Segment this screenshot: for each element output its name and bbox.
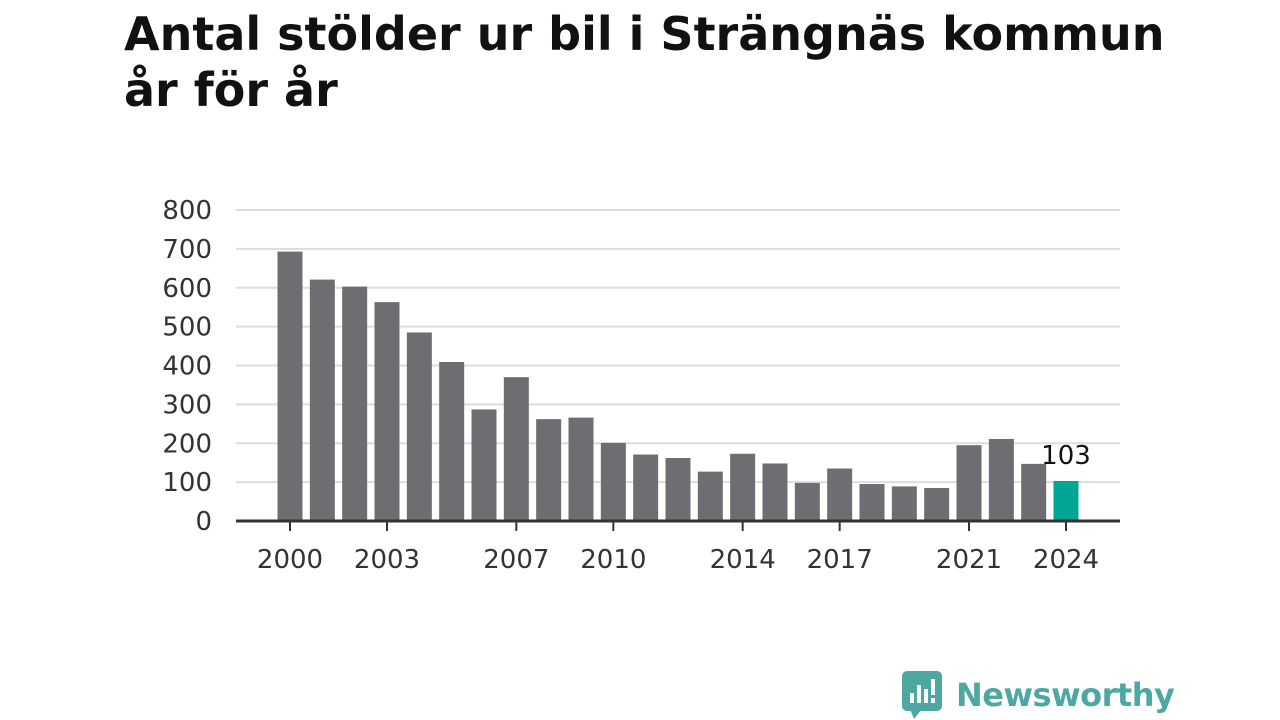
bar-2023 [1021, 463, 1047, 521]
newsworthy-logo: Newsworthy [902, 671, 1175, 719]
gridlines [236, 209, 1120, 484]
y-tick-label: 800 [162, 196, 212, 226]
x-tick-label: 2021 [936, 545, 1002, 575]
x-tick-label: 2014 [710, 545, 776, 575]
bar-2019 [891, 486, 917, 521]
chart-title: Antal stölder ur bil i Strängnäs kommun … [124, 7, 1165, 117]
y-tick-label: 100 [162, 468, 212, 498]
bar-2001 [309, 279, 335, 521]
x-tick-label: 2003 [354, 545, 420, 575]
brand-name: Newsworthy [956, 676, 1175, 714]
bar-2013 [697, 471, 723, 521]
y-tick-label: 0 [195, 507, 212, 537]
bar-2012 [665, 458, 691, 521]
bar-2016 [794, 482, 820, 521]
bar-2024 [1053, 480, 1079, 521]
bar-2005 [439, 362, 465, 521]
y-tick-label: 200 [162, 429, 212, 459]
data-labels: 103 [1041, 441, 1091, 471]
bar-2017 [827, 468, 853, 521]
x-tick-label: 2000 [257, 545, 323, 575]
bar-2011 [633, 454, 659, 521]
bar-2004 [406, 332, 432, 521]
bar-2018 [859, 484, 885, 521]
bar-2010 [600, 442, 626, 521]
bar-2007 [503, 377, 529, 521]
x-tick-label: 2024 [1033, 545, 1099, 575]
x-axis-ticks: 2000 2003 2007 2010 2014 2017 2021 2024 [257, 521, 1099, 575]
y-tick-label: 400 [162, 352, 212, 382]
data-label-highlight: 103 [1041, 441, 1091, 471]
y-axis-labels: 0 100 200 300 400 500 600 700 800 [162, 196, 212, 537]
bar-2015 [762, 463, 788, 521]
bar-2014 [730, 453, 756, 521]
y-tick-label: 300 [162, 390, 212, 420]
bar-2008 [536, 419, 562, 521]
bar-2006 [471, 409, 497, 521]
y-tick-label: 700 [162, 235, 212, 265]
newsworthy-logo-icon [902, 671, 942, 719]
bars [277, 251, 1079, 521]
bar-2009 [568, 417, 594, 521]
bar-2021 [956, 445, 982, 521]
x-tick-label: 2007 [483, 545, 549, 575]
x-tick-label: 2010 [580, 545, 646, 575]
bar-2020 [924, 487, 950, 521]
bar-2003 [374, 302, 400, 521]
bar-2002 [342, 286, 368, 521]
y-tick-label: 600 [162, 274, 212, 304]
bar-2022 [988, 438, 1014, 521]
y-tick-label: 500 [162, 313, 212, 343]
bar-2000 [277, 251, 303, 521]
x-tick-label: 2017 [807, 545, 873, 575]
